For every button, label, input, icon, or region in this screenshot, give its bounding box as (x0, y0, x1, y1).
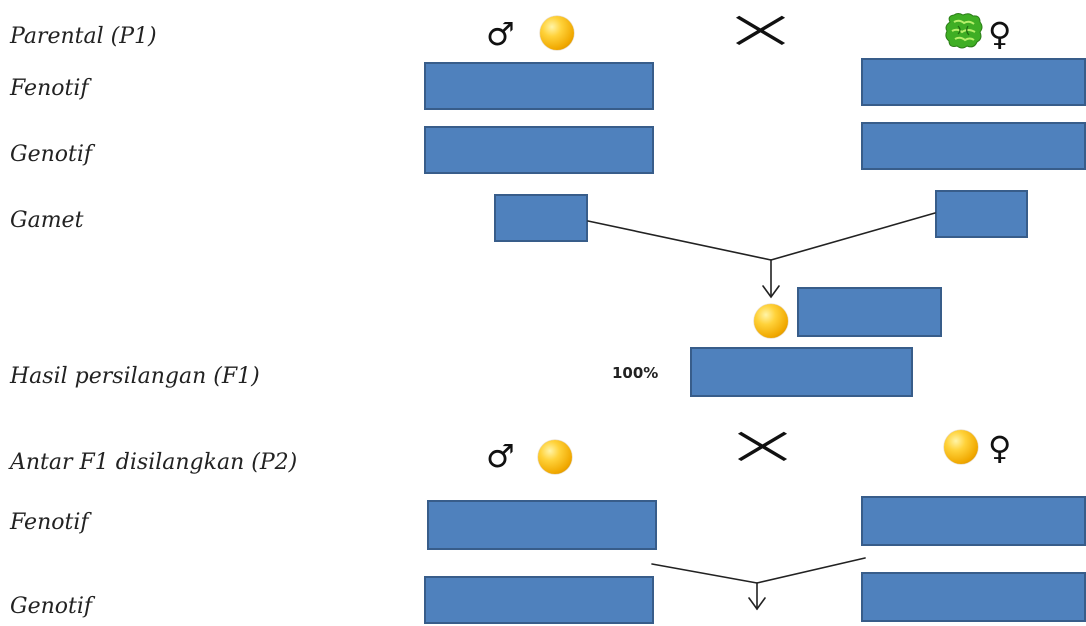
p2-fenotif-female-box (861, 496, 1086, 546)
fenotif-male-box (424, 62, 654, 110)
label-parental: Parental (P1) (10, 24, 157, 49)
female-symbol-icon: ♀ (988, 429, 1012, 467)
label-f1: Hasil persilangan (F1) (10, 364, 260, 389)
green-wrinkled-seed-icon (945, 13, 983, 49)
arrowhead-f1 (762, 285, 780, 299)
f1-yellow-round-seed-icon (754, 304, 788, 338)
gamet-male-box (494, 194, 588, 242)
connector-male-gamet (587, 220, 772, 261)
genotif-female-box (861, 122, 1086, 170)
label-genotif-p2: Genotif (10, 594, 93, 619)
male-symbol-icon: ♂ (486, 437, 515, 475)
label-genotif-p1: Genotif (10, 142, 93, 167)
label-fenotif-p2: Fenotif (10, 510, 89, 535)
arrowhead-p2 (748, 597, 766, 611)
connector-female-p2 (756, 557, 866, 584)
label-gamet: Gamet (10, 208, 84, 233)
cross-icon: × (720, 0, 801, 62)
yellow-round-seed-icon (538, 440, 572, 474)
p2-fenotif-male-box (427, 500, 657, 550)
f1-genotif-box (690, 347, 913, 397)
f1-percent: 100% (612, 364, 659, 382)
genotif-male-box (424, 126, 654, 174)
f1-fenotif-box (797, 287, 942, 337)
label-p2: Antar F1 disilangkan (P2) (10, 450, 298, 475)
fenotif-female-box (861, 58, 1086, 106)
connector-male-p2 (651, 563, 758, 584)
p2-genotif-female-box (861, 572, 1086, 622)
yellow-round-seed-icon (944, 430, 978, 464)
connector-female-gamet (770, 212, 936, 261)
gamet-female-box (935, 190, 1028, 238)
p2-genotif-male-box (424, 576, 654, 624)
cross-icon: × (722, 413, 803, 478)
yellow-round-seed-icon (540, 16, 574, 50)
male-symbol-icon: ♂ (486, 15, 515, 53)
label-fenotif-p1: Fenotif (10, 76, 89, 101)
female-symbol-icon: ♀ (988, 15, 1012, 53)
